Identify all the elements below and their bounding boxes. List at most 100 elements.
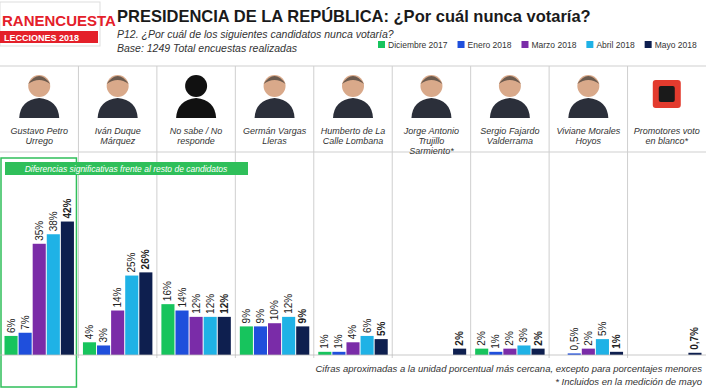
- data-label: 10%: [269, 300, 280, 320]
- subtitle: P12. ¿Por cuál de los siguientes candida…: [117, 28, 394, 40]
- data-label: 7%: [20, 315, 31, 330]
- bar: [375, 339, 388, 355]
- category-label: Viviane MoralesHoyos: [556, 126, 620, 146]
- photo-head: [420, 75, 442, 97]
- data-label: 0,5%: [569, 328, 580, 351]
- category-label: Jorge AntonioTrujilloSarmiento*: [403, 126, 459, 156]
- category-label: Iván DuqueMárquez: [95, 126, 141, 146]
- bar: [97, 345, 110, 355]
- photo-hair: [577, 76, 599, 84]
- photo-body: [98, 98, 138, 118]
- bar: [475, 349, 488, 355]
- data-label: 4%: [84, 325, 95, 340]
- data-label: 2%: [533, 331, 544, 346]
- photo-head: [107, 75, 129, 97]
- bar: [5, 336, 18, 355]
- data-label: 25%: [126, 252, 137, 272]
- icon: [653, 80, 681, 108]
- photo-body: [490, 98, 530, 118]
- data-label: 1%: [319, 334, 330, 349]
- photo-head: [342, 75, 364, 97]
- legend-swatch: [645, 41, 652, 48]
- panel-decor: [0, 66, 706, 358]
- photo-hair: [107, 76, 129, 84]
- bars: [5, 222, 702, 355]
- bar: [61, 222, 74, 355]
- range-line: [705, 212, 706, 355]
- panel-separator: [470, 66, 471, 358]
- data-label: 2%: [454, 331, 465, 346]
- legend-swatch: [521, 41, 528, 48]
- panel-separator: [235, 66, 236, 358]
- base-note: Base: 1249 Total encuestas realizadas: [117, 42, 298, 54]
- bar: [175, 311, 188, 355]
- logo-band: [0, 31, 98, 43]
- panel-separator: [627, 66, 628, 358]
- annotation: Diferencias significativas frente al res…: [1, 158, 248, 387]
- data-label: 9%: [255, 309, 266, 324]
- bar: [489, 352, 502, 355]
- data-label: 38%: [48, 211, 59, 231]
- bar: [346, 342, 359, 355]
- legend-swatch: [586, 41, 593, 48]
- data-label: 6%: [6, 318, 17, 333]
- photo-head: [499, 75, 521, 97]
- photo-head: [185, 75, 207, 97]
- photo-hair: [28, 76, 50, 84]
- data-label: 26%: [140, 249, 151, 269]
- logo-text: RANENCUESTA: [2, 12, 116, 29]
- data-label: 1%: [490, 334, 501, 349]
- data-labels: 6%4%16%9%1%2%7%3%14%9%1%1%0,5%35%14%12%1…: [6, 198, 701, 350]
- photo-hair: [499, 76, 521, 84]
- bar: [596, 339, 609, 355]
- data-label: 16%: [162, 281, 173, 301]
- data-label: 3%: [98, 328, 109, 343]
- category-label: Promotores votoen blanco*: [634, 126, 700, 146]
- bar: [218, 317, 231, 355]
- header-line: [0, 152, 706, 153]
- data-label: 2%: [476, 331, 487, 346]
- category-label: Gustavo PetroUrrego: [10, 126, 68, 146]
- bar: [517, 345, 530, 355]
- bar: [332, 352, 345, 355]
- data-label: 35%: [34, 221, 45, 241]
- data-label: 5%: [376, 322, 387, 337]
- data-label: 9%: [297, 309, 308, 324]
- bar: [254, 326, 267, 355]
- panel-separator: [549, 66, 550, 358]
- footnote: * Incluidos en la medición de mayo: [555, 376, 702, 387]
- bar: [161, 304, 174, 355]
- data-label: 12%: [191, 294, 202, 314]
- bar: [19, 333, 32, 355]
- bar: [582, 349, 595, 355]
- panel-separator: [313, 66, 314, 358]
- annotation-text: Diferencias significativas frente al res…: [25, 164, 228, 174]
- data-label: 14%: [177, 287, 188, 307]
- bar: [532, 349, 545, 355]
- legend-label: Enero 2018: [468, 40, 512, 50]
- icon: [659, 86, 675, 102]
- photo-body: [19, 98, 59, 118]
- bar: [139, 272, 152, 355]
- bar: [318, 352, 331, 355]
- legend-label: Marzo 2018: [531, 40, 576, 50]
- bar: [503, 349, 516, 355]
- bar: [268, 323, 281, 355]
- title: PRESIDENCIA DE LA REPÚBLICA: ¿Por cuál n…: [117, 7, 591, 25]
- data-label: 6%: [362, 318, 373, 333]
- data-label: 5%: [597, 322, 608, 337]
- bar: [83, 342, 96, 355]
- data-label: 12%: [205, 294, 216, 314]
- bar: [125, 276, 138, 355]
- bar: [190, 317, 203, 355]
- bar: [111, 311, 124, 355]
- photo-hair: [342, 76, 364, 84]
- bar: [204, 317, 217, 355]
- photo-body: [411, 98, 451, 118]
- bar: [453, 349, 466, 355]
- data-label: 12%: [219, 294, 230, 314]
- panel-separator: [78, 66, 79, 358]
- bar: [33, 244, 46, 355]
- bar: [47, 234, 60, 355]
- panel-separator: [156, 66, 157, 358]
